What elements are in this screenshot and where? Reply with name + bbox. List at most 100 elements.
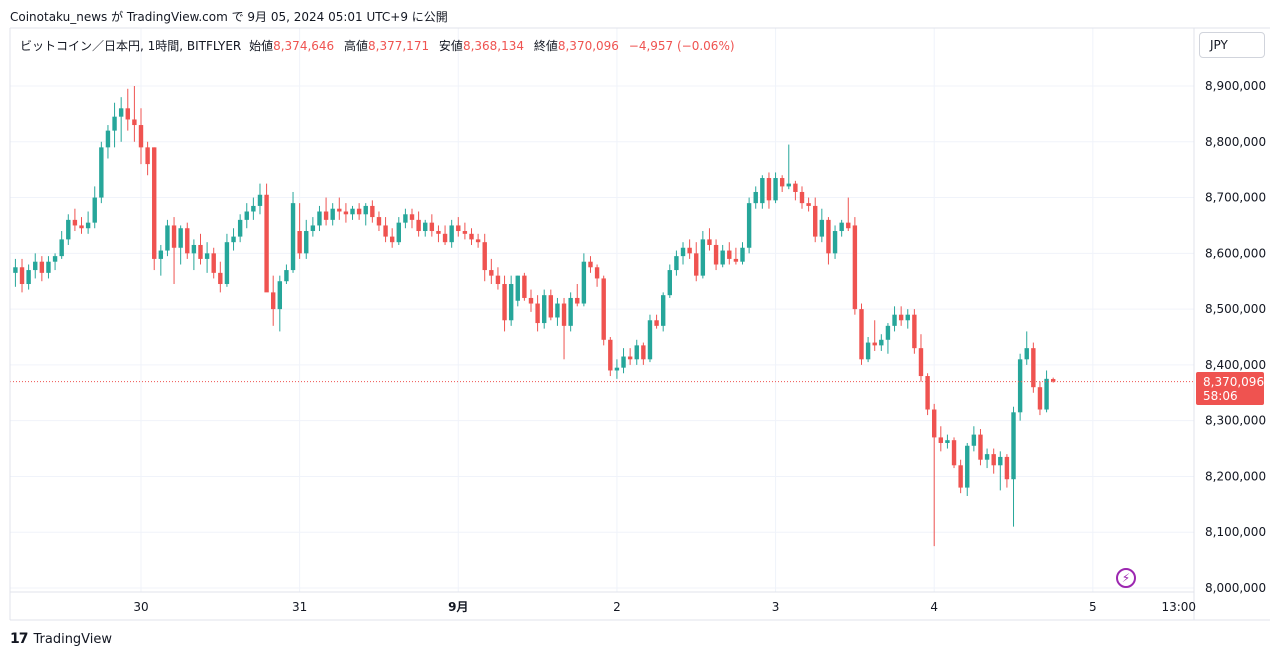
- price-tick-label: 8,400,000: [1205, 358, 1266, 372]
- candle: [171, 217, 177, 285]
- candle-body: [991, 454, 996, 466]
- candle: [383, 217, 388, 243]
- candle-body: [872, 342, 877, 346]
- candle-body: [343, 211, 349, 215]
- candle-body: [489, 270, 494, 276]
- candle-body: [965, 445, 970, 488]
- candle-body: [879, 339, 884, 346]
- candle-body: [654, 320, 659, 326]
- candle-body: [548, 295, 554, 318]
- change-value: −4,957 (−0.06%): [628, 39, 735, 53]
- candle: [396, 217, 401, 245]
- candle-body: [204, 253, 210, 259]
- candle: [469, 228, 474, 245]
- candle-body: [932, 409, 937, 438]
- time-tick-label: 30: [133, 600, 148, 614]
- candle: [932, 403, 937, 547]
- time-tick-label: 31: [292, 600, 307, 614]
- tradingview-brand-label: TradingView: [33, 631, 113, 647]
- candle: [211, 247, 216, 279]
- time-tick-label: 5: [1089, 600, 1097, 614]
- candle-body: [218, 272, 223, 285]
- candle-body: [687, 247, 692, 254]
- candle: [951, 437, 957, 469]
- candle-body: [905, 314, 910, 321]
- candle: [753, 186, 758, 209]
- candle: [158, 244, 164, 276]
- candle-body: [165, 225, 170, 251]
- candle: [700, 231, 706, 279]
- close-label: 終値: [533, 39, 558, 53]
- high-label: 高値: [344, 39, 369, 53]
- candle: [779, 175, 785, 192]
- candle: [647, 314, 653, 363]
- candle: [879, 334, 884, 351]
- candle: [839, 219, 844, 237]
- candle-body: [350, 208, 355, 215]
- candle-body: [290, 203, 296, 271]
- candle: [694, 242, 699, 282]
- candle: [740, 242, 745, 265]
- candle: [39, 256, 45, 282]
- candle: [389, 228, 395, 248]
- candle: [786, 144, 791, 190]
- candle: [284, 264, 289, 285]
- candle: [416, 211, 421, 237]
- candle-body: [813, 205, 818, 237]
- candle: [191, 239, 197, 271]
- candle-body: [66, 219, 71, 240]
- candle: [409, 208, 415, 229]
- candle: [528, 289, 534, 312]
- candle: [760, 175, 765, 209]
- candle-body: [938, 437, 944, 443]
- candle: [125, 88, 130, 131]
- candle: [852, 217, 858, 315]
- candle: [257, 183, 263, 215]
- candle-body: [508, 284, 514, 321]
- price-tick-label: 8,600,000: [1205, 246, 1266, 260]
- candle-body: [819, 219, 825, 237]
- candle-body: [178, 228, 183, 248]
- candle-body: [323, 211, 329, 220]
- tradingview-logo[interactable]: 17 TradingView: [10, 631, 112, 647]
- candle-body: [1037, 387, 1043, 410]
- currency-button[interactable]: JPY: [1199, 32, 1265, 58]
- candle: [72, 208, 78, 232]
- candle-body: [264, 194, 269, 293]
- candle: [165, 219, 170, 257]
- candle: [846, 197, 851, 232]
- time-tick-label: 13:00: [1161, 600, 1196, 614]
- price-tick-label: 8,900,000: [1205, 79, 1266, 93]
- candle: [271, 275, 276, 326]
- candle-body: [925, 376, 930, 410]
- candle-body: [52, 256, 58, 262]
- candle: [1011, 406, 1016, 527]
- candle-body: [456, 225, 461, 232]
- candle: [680, 242, 686, 265]
- publish-info: Coinotaku_news が TradingView.com で 9月 05…: [10, 10, 448, 24]
- candle-body: [978, 434, 983, 460]
- candle-body: [760, 178, 765, 204]
- price-tick-label: 8,100,000: [1205, 525, 1266, 539]
- candle: [337, 197, 342, 220]
- candle-body: [33, 261, 38, 271]
- candle-body: [224, 242, 230, 285]
- time-tick-label: 9月: [448, 600, 468, 614]
- candle-body: [449, 225, 454, 243]
- candle: [376, 211, 382, 232]
- candle-body: [660, 295, 666, 326]
- candle-body: [1044, 378, 1049, 410]
- lightning-icon[interactable]: ⚡: [1116, 568, 1136, 588]
- candle-body: [740, 247, 745, 262]
- candle: [26, 264, 31, 290]
- candle-body: [733, 258, 739, 262]
- candle: [85, 211, 91, 234]
- candle-body: [257, 194, 263, 206]
- candle-body: [396, 222, 401, 243]
- candle-body: [555, 303, 560, 318]
- candle: [429, 214, 435, 237]
- candle: [403, 208, 408, 229]
- candle: [251, 197, 256, 220]
- candle-body: [779, 178, 785, 187]
